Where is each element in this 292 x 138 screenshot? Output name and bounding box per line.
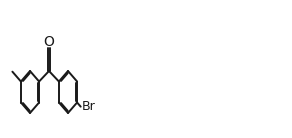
- Text: Br: Br: [82, 100, 96, 113]
- Text: O: O: [44, 35, 54, 50]
